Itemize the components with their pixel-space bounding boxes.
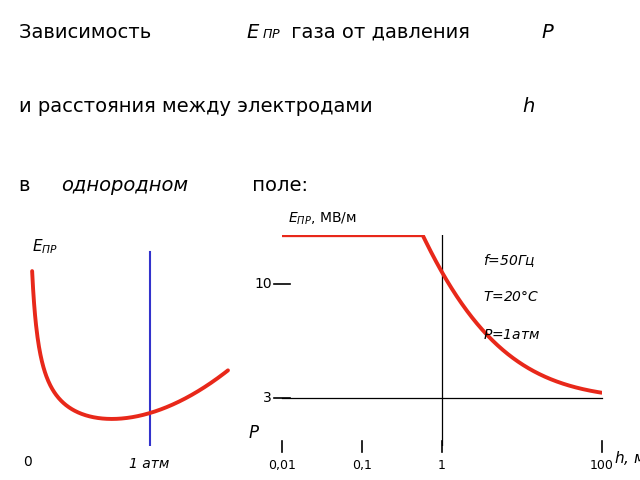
Text: 100: 100	[589, 459, 614, 472]
Text: $E_{ПР}$, МВ/м: $E_{ПР}$, МВ/м	[288, 210, 356, 227]
Text: 1: 1	[438, 459, 445, 472]
Text: $T$=20°C: $T$=20°C	[483, 290, 540, 304]
Text: $f$=50Гц: $f$=50Гц	[483, 252, 536, 269]
Text: $P$=1атм: $P$=1атм	[483, 328, 541, 342]
Text: $P$: $P$	[541, 23, 554, 42]
Text: и расстояния между электродами: и расстояния между электродами	[19, 97, 379, 116]
Text: $_{ПР}$: $_{ПР}$	[262, 23, 282, 41]
Text: 10: 10	[254, 277, 272, 291]
Text: поле:: поле:	[246, 176, 308, 195]
Text: 1 атм: 1 атм	[129, 457, 170, 471]
Text: $E_{ПР}$: $E_{ПР}$	[32, 237, 58, 256]
Text: $P$: $P$	[248, 424, 260, 442]
Text: 0,1: 0,1	[351, 459, 372, 472]
Text: $E$: $E$	[246, 23, 260, 42]
Text: $h$, мм: $h$, мм	[614, 448, 640, 467]
Text: газа от давления: газа от давления	[285, 23, 476, 42]
Text: $h$: $h$	[522, 97, 534, 116]
Text: в: в	[19, 176, 37, 195]
Text: 0,01: 0,01	[268, 459, 296, 472]
Text: 3: 3	[263, 391, 272, 405]
Text: Зависимость: Зависимость	[19, 23, 157, 42]
Text: однородном: однородном	[61, 176, 188, 195]
Text: 0: 0	[24, 455, 32, 469]
